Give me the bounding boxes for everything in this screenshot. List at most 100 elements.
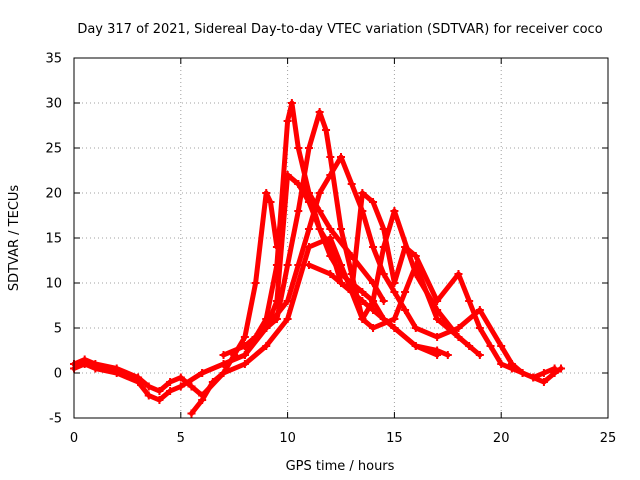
x-tick-label: 15 xyxy=(386,431,403,446)
data-point xyxy=(112,369,121,377)
data-point xyxy=(155,387,164,395)
data-point xyxy=(326,225,335,233)
data-point xyxy=(219,360,228,368)
data-point xyxy=(283,117,292,125)
data-point xyxy=(443,351,452,359)
y-tick-label: 25 xyxy=(45,142,62,157)
y-axis-label: SDTVAR / TECUs xyxy=(7,185,22,292)
data-point xyxy=(272,261,281,269)
data-point xyxy=(80,360,89,368)
x-tick-label: 0 xyxy=(70,431,78,446)
data-point xyxy=(294,144,303,152)
data-point xyxy=(294,261,303,269)
series-trace xyxy=(242,154,558,380)
data-point xyxy=(294,207,303,215)
data-point xyxy=(283,261,292,269)
data-point xyxy=(475,306,484,314)
data-point xyxy=(326,270,335,278)
data-point xyxy=(401,306,410,314)
data-point xyxy=(390,324,399,332)
data-point xyxy=(219,351,228,359)
data-point xyxy=(390,279,399,287)
y-tick-label: 10 xyxy=(45,277,62,292)
data-point xyxy=(379,270,388,278)
data-point xyxy=(529,373,538,382)
data-point xyxy=(411,252,420,260)
data-point xyxy=(369,324,378,332)
data-point xyxy=(369,198,378,206)
data-point xyxy=(315,207,324,215)
y-tick-label: 35 xyxy=(45,52,62,67)
series-sat-g xyxy=(304,189,566,386)
data-point xyxy=(550,369,559,377)
series-trace xyxy=(306,190,564,385)
data-point xyxy=(262,315,271,323)
y-tick-label: 5 xyxy=(54,322,62,337)
data-point xyxy=(390,207,399,215)
data-point xyxy=(369,243,378,251)
data-point xyxy=(240,342,249,350)
data-point xyxy=(304,243,313,251)
data-point xyxy=(337,225,345,233)
data-point xyxy=(304,261,313,269)
data-point xyxy=(454,333,463,341)
data-point xyxy=(240,333,249,341)
data-point xyxy=(166,387,175,395)
data-point xyxy=(347,288,356,296)
data-point xyxy=(337,270,345,278)
x-tick-label: 10 xyxy=(279,431,296,446)
data-point xyxy=(539,369,548,377)
data-point xyxy=(283,315,292,323)
data-point xyxy=(266,198,275,206)
data-point xyxy=(315,189,324,197)
x-tick-label: 25 xyxy=(600,431,617,446)
data-point xyxy=(465,297,474,305)
data-point xyxy=(454,270,463,278)
data-point xyxy=(401,288,410,296)
data-point xyxy=(411,342,420,350)
data-series xyxy=(70,99,566,418)
data-point xyxy=(411,324,420,332)
data-point xyxy=(433,333,442,341)
data-point xyxy=(369,297,378,305)
y-tick-label: 30 xyxy=(45,97,62,112)
data-point xyxy=(358,189,367,197)
data-point xyxy=(539,378,548,386)
data-point xyxy=(322,126,331,134)
data-point xyxy=(433,315,442,323)
data-point xyxy=(379,225,388,233)
data-point xyxy=(144,382,153,391)
data-point xyxy=(251,279,260,287)
data-point xyxy=(219,369,228,377)
x-tick-label: 5 xyxy=(177,431,185,446)
data-point xyxy=(358,288,367,296)
data-point xyxy=(390,288,399,296)
data-point xyxy=(240,360,249,368)
data-point xyxy=(475,324,484,332)
data-point xyxy=(454,324,463,332)
y-tick-label: 20 xyxy=(45,187,62,202)
data-point xyxy=(486,342,495,350)
chart-title: Day 317 of 2021, Sidereal Day-to-day VTE… xyxy=(77,22,602,37)
data-point xyxy=(91,364,100,373)
data-point xyxy=(176,382,185,391)
data-point xyxy=(155,396,164,404)
data-point xyxy=(411,270,420,278)
data-point xyxy=(304,144,313,152)
data-point xyxy=(379,315,388,323)
data-point xyxy=(198,369,207,377)
data-point xyxy=(315,225,324,233)
data-point xyxy=(433,297,442,305)
data-point xyxy=(518,369,527,377)
data-point xyxy=(475,351,484,359)
data-point xyxy=(134,378,143,386)
data-point xyxy=(337,279,345,287)
data-point xyxy=(358,315,367,323)
data-point xyxy=(208,378,217,386)
data-point xyxy=(176,373,185,382)
data-point xyxy=(287,99,296,107)
data-point xyxy=(187,382,196,391)
data-point xyxy=(240,351,249,359)
data-point xyxy=(304,225,313,233)
